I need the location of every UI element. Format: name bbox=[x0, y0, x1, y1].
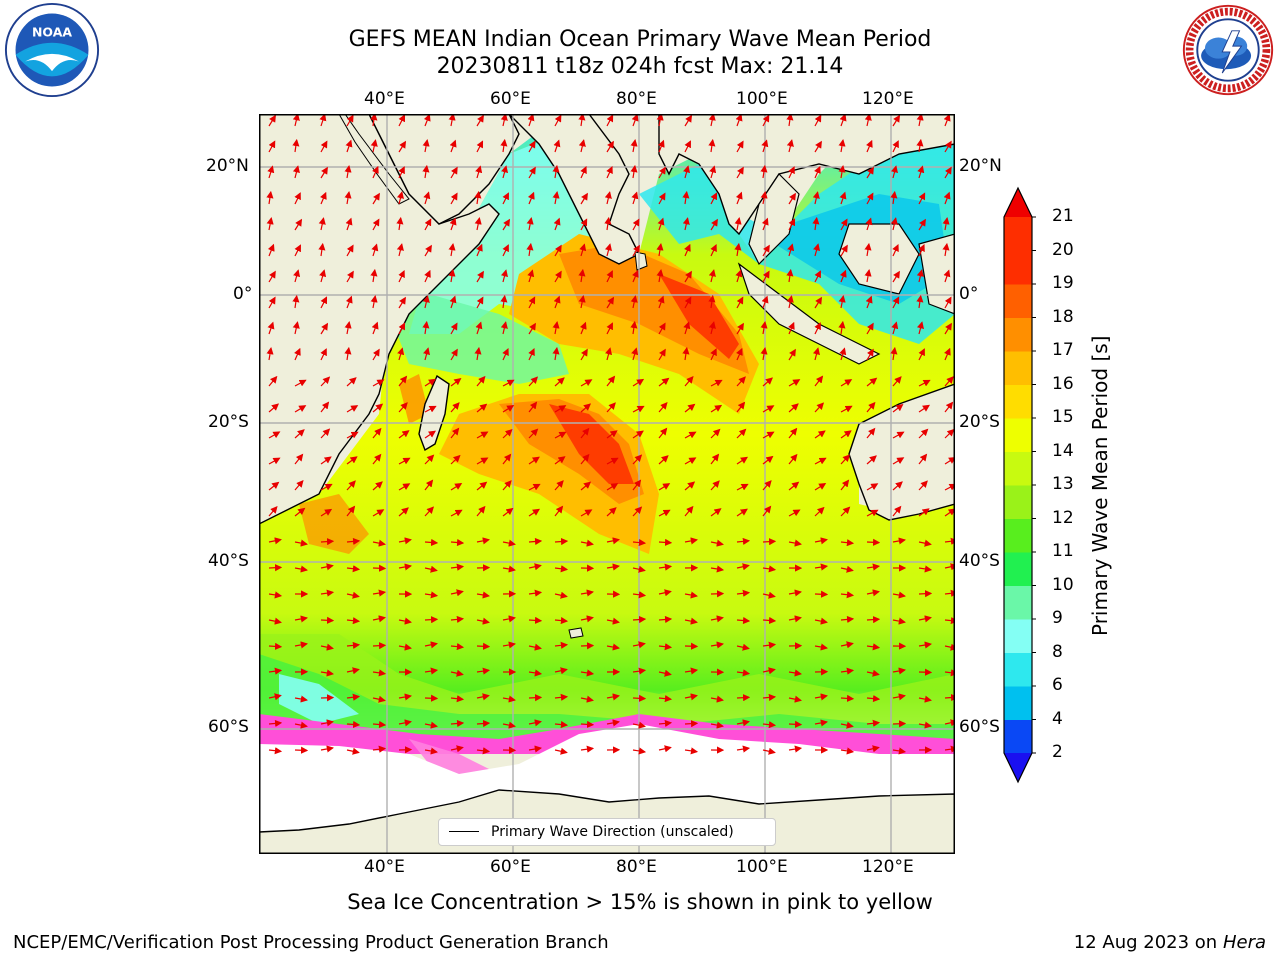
colorbar-segment bbox=[1004, 552, 1032, 586]
colorbar-tick-label: 17 bbox=[1052, 340, 1074, 360]
colorbar-tick-label: 12 bbox=[1052, 507, 1074, 528]
map-title: GEFS MEAN Indian Ocean Primary Wave Mean… bbox=[348, 27, 932, 52]
colorbar-segment bbox=[1004, 418, 1032, 452]
colorbar-tick-label: 20 bbox=[1052, 239, 1074, 260]
legend-line-icon bbox=[449, 831, 479, 832]
right-lat-label: 20°S bbox=[959, 412, 1000, 432]
colorbar-segment bbox=[1004, 250, 1032, 285]
right-lat-label: 0° bbox=[959, 284, 979, 304]
left-lat-label: 20°S bbox=[208, 412, 249, 432]
right-lat-label: 20°N bbox=[959, 156, 1002, 176]
right-lat-label: 40°S bbox=[959, 551, 1000, 571]
sea-ice-caption: Sea Ice Concentration > 15% is shown in … bbox=[347, 890, 933, 914]
colorbar-tick-label: 2 bbox=[1052, 742, 1063, 762]
footer-credit: NCEP/EMC/Verification Post Processing Pr… bbox=[13, 932, 609, 953]
colorbar-tick-label: 19 bbox=[1052, 273, 1074, 293]
colorbar-over-arrow bbox=[1004, 188, 1032, 217]
top-lon-label: 60°E bbox=[490, 89, 531, 109]
colorbar-segment bbox=[1004, 384, 1032, 419]
colorbar-segment bbox=[1004, 686, 1032, 720]
colorbar-segment bbox=[1004, 317, 1032, 352]
top-lon-label: 120°E bbox=[862, 89, 914, 109]
bottom-lon-label: 60°E bbox=[490, 857, 531, 877]
colorbar-segment bbox=[1004, 619, 1032, 653]
colorbar-tick-label: 4 bbox=[1052, 708, 1063, 729]
colorbar-tick-label: 11 bbox=[1052, 541, 1074, 561]
bottom-lon-label: 120°E bbox=[862, 857, 914, 877]
colorbar bbox=[1003, 186, 1036, 784]
colorbar-tick-label: 10 bbox=[1052, 574, 1074, 595]
colorbar-tick-label: 16 bbox=[1052, 373, 1074, 394]
right-lat-label: 60°S bbox=[959, 717, 1000, 737]
top-lon-label: 100°E bbox=[736, 89, 788, 109]
wave-direction-arrows bbox=[266, 114, 955, 755]
left-lat-label: 40°S bbox=[208, 551, 249, 571]
colorbar-segment bbox=[1004, 652, 1032, 687]
bottom-lon-label: 80°E bbox=[616, 857, 657, 877]
nws-logo bbox=[1182, 4, 1274, 96]
left-lat-label: 20°N bbox=[206, 156, 249, 176]
footer-host: Hera bbox=[1222, 932, 1266, 953]
map-panel bbox=[259, 114, 955, 854]
colorbar-tick-label: 15 bbox=[1052, 407, 1074, 427]
colorbar-under-arrow bbox=[1004, 753, 1032, 782]
colorbar-tick-label: 21 bbox=[1052, 206, 1074, 226]
colorbar-tick-label: 8 bbox=[1052, 641, 1063, 662]
left-lat-label: 0° bbox=[233, 284, 253, 304]
map-subtitle: 20230811 t18z 024h fcst Max: 21.14 bbox=[436, 54, 844, 79]
colorbar-segment bbox=[1004, 585, 1032, 620]
top-lon-label: 40°E bbox=[364, 89, 405, 109]
legend-label: Primary Wave Direction (unscaled) bbox=[491, 824, 734, 840]
bottom-lon-label: 40°E bbox=[364, 857, 405, 877]
bottom-lon-label: 100°E bbox=[736, 857, 788, 877]
colorbar-title: Primary Wave Mean Period [s] bbox=[1088, 335, 1112, 637]
colorbar-segment bbox=[1004, 351, 1032, 385]
colorbar-tick-label: 6 bbox=[1052, 675, 1063, 695]
colorbar-tick-label: 9 bbox=[1052, 608, 1063, 628]
colorbar-segment bbox=[1004, 518, 1032, 553]
top-lon-label: 80°E bbox=[616, 89, 657, 109]
colorbar-segment bbox=[1004, 284, 1032, 318]
colorbar-segment bbox=[1004, 485, 1032, 519]
svg-text:NOAA: NOAA bbox=[32, 25, 72, 40]
map-legend: Primary Wave Direction (unscaled) bbox=[438, 818, 776, 846]
colorbar-segment bbox=[1004, 719, 1032, 754]
footer-date: 12 Aug 2023 on Hera bbox=[1074, 932, 1266, 953]
colorbar-segment bbox=[1004, 217, 1032, 251]
colorbar-tick-label: 18 bbox=[1052, 306, 1074, 327]
colorbar-segment bbox=[1004, 451, 1032, 486]
colorbar-tick-label: 13 bbox=[1052, 474, 1074, 494]
left-lat-label: 60°S bbox=[208, 717, 249, 737]
noaa-logo: NOAA bbox=[4, 2, 100, 98]
footer-date-text: 12 Aug 2023 on bbox=[1073, 932, 1218, 953]
colorbar-tick-label: 14 bbox=[1052, 440, 1074, 461]
